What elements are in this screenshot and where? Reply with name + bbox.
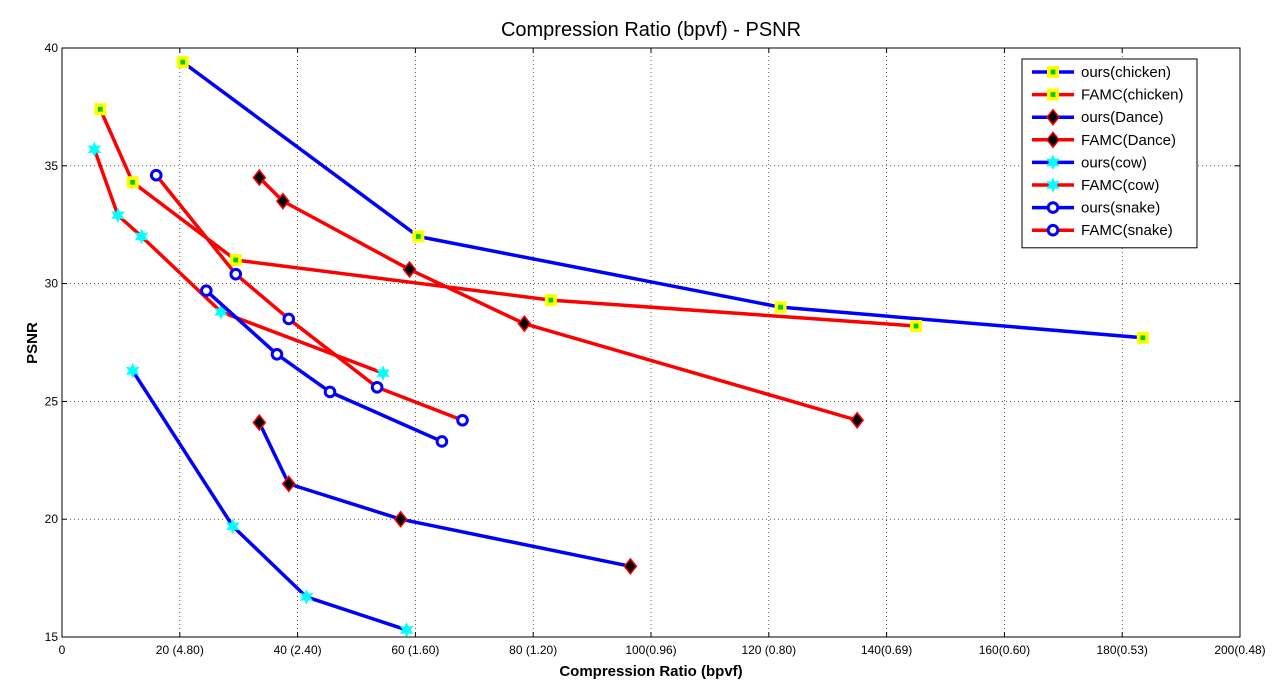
- circle-marker: [229, 267, 243, 281]
- series-line: [181, 60, 1143, 340]
- series-ours-chicken-: [176, 56, 1149, 344]
- circle-marker: [282, 312, 296, 326]
- circle-marker: [149, 168, 163, 182]
- legend-label: FAMC(chicken): [1081, 87, 1184, 104]
- square-marker-center: [778, 304, 783, 310]
- square-marker-center: [233, 257, 239, 263]
- y-tick-label: 15: [45, 630, 59, 644]
- axis-ticks: 0 20 (4.80) 40 (2.40) 60 (1.60) 80 (1.20) 100…: [45, 41, 1266, 657]
- diamond-marker: [1046, 131, 1060, 149]
- circle-marker: [323, 385, 337, 399]
- x-tick-label: 200(0.48): [1214, 643, 1265, 657]
- y-axis-label: PSNR: [24, 322, 41, 364]
- square-marker-center: [913, 323, 919, 329]
- legend-item: ours(snake): [1032, 200, 1160, 217]
- square-marker-center: [130, 179, 136, 185]
- x-tick-label: 180(0.53): [1097, 643, 1148, 657]
- legend-item: ours(Dance): [1032, 108, 1164, 126]
- star-marker: [1046, 154, 1060, 171]
- x-axis-label: Compression Ratio (bpvf): [559, 663, 742, 680]
- y-tick-label: 25: [45, 394, 59, 408]
- diamond-marker: [275, 192, 290, 210]
- legend-label: ours(cow): [1081, 154, 1147, 171]
- circle-marker: [456, 413, 469, 427]
- diamond-marker: [393, 510, 408, 528]
- square-marker-center: [1050, 69, 1056, 75]
- series-famc-cow-: [87, 141, 390, 381]
- chart-title: Compression Ratio (bpvf) - PSNR: [501, 19, 801, 41]
- x-tick-label: 20 (4.80): [156, 643, 204, 657]
- x-tick-label: 0: [59, 643, 66, 657]
- legend-item: ours(chicken): [1032, 64, 1171, 81]
- star-marker: [111, 207, 125, 224]
- series-ours-cow-: [125, 362, 414, 638]
- series-line: [257, 421, 631, 569]
- x-tick-label: 120 (0.80): [741, 643, 796, 657]
- x-tick-label: 100(0.96): [625, 643, 676, 657]
- series-line: [131, 369, 408, 632]
- diamond-marker: [1046, 108, 1060, 126]
- legend-item: FAMC(snake): [1032, 222, 1173, 239]
- star-marker: [299, 589, 314, 605]
- legend-label: ours(Dance): [1081, 109, 1164, 126]
- star-marker: [134, 228, 149, 245]
- diamond-marker: [623, 557, 638, 576]
- star-marker: [226, 518, 240, 535]
- diamond-marker: [252, 168, 267, 187]
- square-marker-center: [180, 59, 186, 65]
- square-marker-center: [415, 234, 421, 239]
- star-marker: [125, 362, 140, 379]
- star-marker: [376, 365, 390, 381]
- legend-label: FAMC(snake): [1081, 222, 1173, 239]
- diamond-marker: [252, 413, 267, 432]
- y-tick-label: 30: [45, 277, 59, 291]
- star-marker: [1046, 177, 1060, 193]
- circle-marker: [370, 380, 384, 394]
- legend-item: FAMC(Dance): [1032, 131, 1176, 149]
- legend-item: ours(cow): [1032, 154, 1147, 171]
- square-marker-center: [548, 297, 554, 303]
- series-line: [205, 289, 443, 444]
- x-tick-label: 160(0.60): [979, 643, 1030, 657]
- x-tick-label: 40 (2.40): [274, 643, 322, 657]
- legend-label: FAMC(Dance): [1081, 132, 1176, 149]
- square-marker-center: [1140, 335, 1146, 341]
- diamond-marker: [517, 314, 532, 333]
- series-famc-snake-: [149, 168, 469, 427]
- diamond-marker: [850, 411, 865, 429]
- square-marker-center: [97, 106, 103, 112]
- legend-label: ours(snake): [1081, 200, 1160, 217]
- x-tick-label: 60 (1.60): [391, 643, 439, 657]
- legend-item: FAMC(chicken): [1032, 87, 1184, 104]
- legend-label: FAMC(cow): [1081, 177, 1159, 194]
- circle-marker: [1046, 223, 1060, 237]
- circle-marker: [435, 435, 449, 448]
- series-ours-dance-: [252, 413, 638, 576]
- circle-marker: [1046, 201, 1060, 214]
- legend-label: ours(chicken): [1081, 64, 1171, 81]
- series-layer: [87, 56, 1149, 638]
- series-famc-dance-: [252, 168, 865, 429]
- circle-marker: [200, 284, 213, 297]
- y-tick-label: 20: [45, 512, 59, 526]
- series-ours-snake-: [200, 284, 449, 448]
- x-tick-label: 80 (1.20): [509, 643, 557, 657]
- star-marker: [87, 141, 102, 158]
- square-marker-center: [1050, 92, 1056, 97]
- series-famc-chicken-: [94, 103, 923, 333]
- diamond-marker: [281, 475, 296, 493]
- circle-marker: [270, 347, 284, 361]
- y-tick-label: 40: [45, 41, 59, 55]
- legend-item: FAMC(cow): [1032, 177, 1159, 194]
- diamond-marker: [402, 260, 417, 279]
- x-tick-label: 140(0.69): [861, 643, 912, 657]
- legend: ours(chicken) FAMC(chicken) ours(Dance) FAM…: [1021, 58, 1198, 249]
- y-tick-label: 35: [45, 159, 59, 173]
